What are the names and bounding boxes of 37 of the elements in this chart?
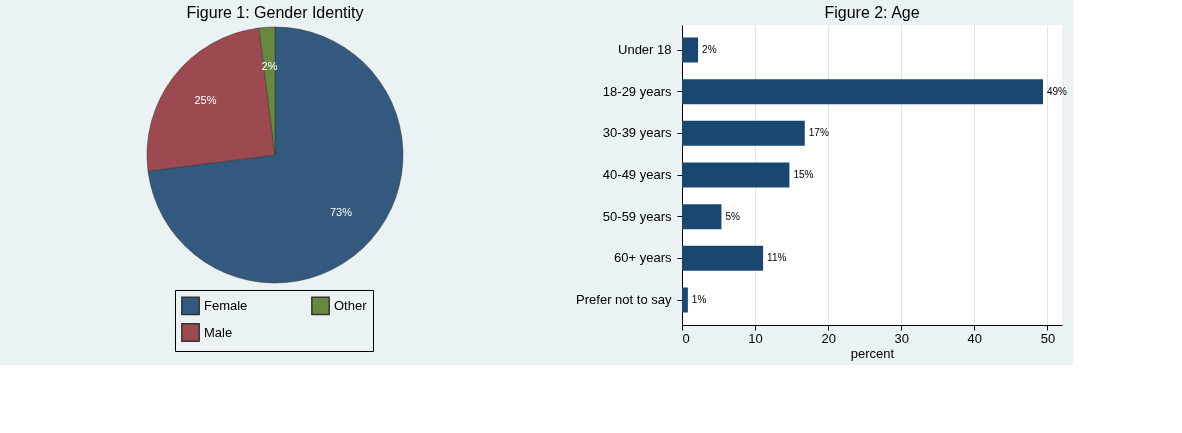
data-label: 15%: [793, 169, 814, 180]
data-label: 17%: [808, 127, 829, 139]
bar: [682, 245, 764, 271]
pie-slice: [147, 26, 404, 284]
chart-title: Figure 1: Gender Identity: [186, 4, 364, 21]
x-tick-label: 20: [821, 330, 836, 346]
x-tick-label: 50: [1040, 330, 1056, 346]
data-label: 49%: [1047, 85, 1068, 97]
chart-title: Figure 2: Age: [824, 4, 920, 21]
data-label: 2%: [702, 44, 717, 55]
bar: [682, 37, 699, 63]
y-tick-label: 60+ years: [614, 250, 672, 266]
x-tick-label: 10: [748, 330, 763, 346]
x-tick-label: 40: [967, 330, 983, 346]
y-tick-label: Prefer not to say: [576, 292, 672, 307]
data-label: 5%: [725, 210, 741, 222]
y-tick-label: Under 18: [618, 42, 672, 57]
data-label: 11%: [767, 252, 787, 264]
data-label: 25%: [194, 94, 217, 107]
y-tick-label: 40-49 years: [602, 167, 672, 182]
data-label: 73%: [329, 206, 353, 219]
x-axis-title: percent: [850, 345, 895, 361]
data-label: 2%: [261, 60, 278, 73]
legend-label: Female: [204, 297, 248, 313]
bar: [682, 120, 805, 146]
data-label: 1%: [691, 294, 707, 305]
legend-label: Male: [204, 324, 233, 340]
bar: [682, 287, 688, 313]
x-tick-label: 30: [894, 330, 909, 346]
legend-label: Other: [334, 297, 368, 313]
y-tick-label: 18-29 years: [602, 83, 672, 99]
bar: [682, 162, 790, 188]
bar: [682, 79, 1043, 105]
y-tick-label: 30-39 years: [602, 125, 672, 141]
y-tick-label: 50-59 years: [602, 208, 672, 224]
x-tick-label: 0: [682, 330, 690, 346]
bar: [682, 204, 722, 230]
